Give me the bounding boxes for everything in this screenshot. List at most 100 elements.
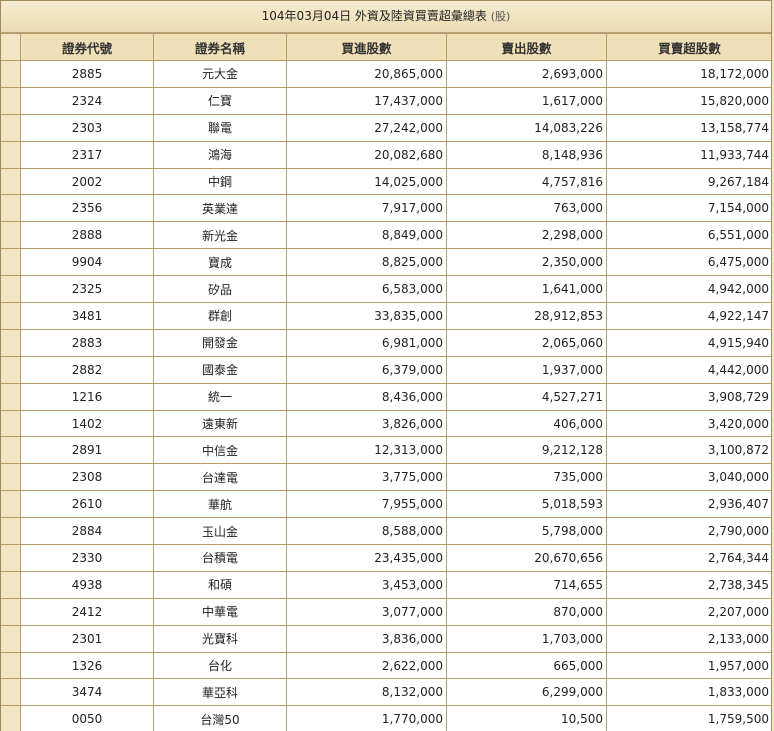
cell-buy: 8,588,000 [286, 517, 447, 546]
row-marker [1, 194, 21, 223]
cell-sell: 8,148,936 [446, 140, 607, 169]
cell-sell: 1,703,000 [446, 624, 607, 653]
cell-net: 3,420,000 [606, 409, 771, 438]
row-marker [1, 382, 21, 411]
cell-buy: 6,981,000 [286, 328, 447, 357]
row-marker [1, 328, 21, 357]
cell-code: 2882 [20, 355, 154, 384]
cell-code: 2324 [20, 86, 154, 115]
table-row: 3481 群創 33,835,000 28,912,853 4,922,147 [1, 302, 771, 330]
cell-net: 2,936,407 [606, 490, 771, 519]
cell-code: 3481 [20, 302, 154, 330]
cell-net: 2,207,000 [606, 597, 771, 626]
cell-name: 華航 [153, 490, 287, 519]
table-row: 2883 開發金 6,981,000 2,065,060 4,915,940 [1, 328, 771, 357]
cell-net: 3,100,872 [606, 436, 771, 465]
cell-name: 台達電 [153, 463, 287, 492]
cell-net: 2,738,345 [606, 570, 771, 599]
cell-net: 6,475,000 [606, 248, 771, 277]
cell-name: 光寶科 [153, 624, 287, 653]
cell-net: 18,172,000 [606, 60, 771, 88]
cell-code: 1402 [20, 409, 154, 438]
cell-net: 1,957,000 [606, 651, 771, 680]
cell-name: 英業達 [153, 194, 287, 223]
cell-buy: 20,082,680 [286, 140, 447, 169]
cell-buy: 6,379,000 [286, 355, 447, 384]
cell-code: 2301 [20, 624, 154, 653]
cell-name: 國泰金 [153, 355, 287, 384]
net-buy-sell-table: 證券代號 證券名稱 買進股數 賣出股數 買賣超股數 2885 元大金 20,865,… [1, 33, 771, 731]
cell-name: 群創 [153, 302, 287, 330]
cell-code: 2884 [20, 517, 154, 546]
table-row: 2891 中信金 12,313,000 9,212,128 3,100,872 [1, 436, 771, 465]
cell-net: 4,915,940 [606, 328, 771, 357]
cell-net: 4,442,000 [606, 355, 771, 384]
cell-buy: 3,453,000 [286, 570, 447, 599]
row-marker [1, 490, 21, 519]
cell-sell: 2,693,000 [446, 60, 607, 88]
row-marker-header [1, 33, 21, 61]
cell-buy: 3,826,000 [286, 409, 447, 438]
header-buy[interactable]: 買進股數 [286, 33, 447, 61]
cell-name: 統一 [153, 382, 287, 411]
cell-sell: 1,641,000 [446, 275, 607, 304]
row-marker [1, 221, 21, 250]
table-row: 2301 光寶科 3,836,000 1,703,000 2,133,000 [1, 624, 771, 653]
table-row: 1402 遠東新 3,826,000 406,000 3,420,000 [1, 409, 771, 438]
table-row: 3474 華亞科 8,132,000 6,299,000 1,833,000 [1, 678, 771, 707]
cell-name: 寶成 [153, 248, 287, 277]
cell-code: 2308 [20, 463, 154, 492]
cell-name: 台灣50 [153, 705, 287, 731]
header-name[interactable]: 證券名稱 [153, 33, 287, 61]
cell-name: 中華電 [153, 597, 287, 626]
cell-sell: 4,527,271 [446, 382, 607, 411]
table-row: 2330 台積電 23,435,000 20,670,656 2,764,344 [1, 544, 771, 572]
cell-name: 台化 [153, 651, 287, 680]
cell-name: 元大金 [153, 60, 287, 88]
row-marker [1, 651, 21, 680]
row-marker [1, 167, 21, 196]
header-sell[interactable]: 賣出股數 [446, 33, 607, 61]
cell-code: 2885 [20, 60, 154, 88]
cell-net: 7,154,000 [606, 194, 771, 223]
cell-code: 2303 [20, 113, 154, 142]
table-row: 1326 台化 2,622,000 665,000 1,957,000 [1, 651, 771, 680]
header-net[interactable]: 買賣超股數 [606, 33, 771, 61]
cell-buy: 17,437,000 [286, 86, 447, 115]
table-body: 2885 元大金 20,865,000 2,693,000 18,172,000 2324… [1, 60, 771, 731]
cell-sell: 735,000 [446, 463, 607, 492]
cell-buy: 27,242,000 [286, 113, 447, 142]
row-marker [1, 544, 21, 572]
cell-code: 2883 [20, 328, 154, 357]
cell-sell: 714,655 [446, 570, 607, 599]
row-marker [1, 624, 21, 653]
row-marker [1, 517, 21, 546]
cell-buy: 8,132,000 [286, 678, 447, 707]
cell-sell: 870,000 [446, 597, 607, 626]
cell-net: 9,267,184 [606, 167, 771, 196]
cell-sell: 28,912,853 [446, 302, 607, 330]
row-marker [1, 86, 21, 115]
table-row: 0050 台灣50 1,770,000 10,500 1,759,500 [1, 705, 771, 731]
cell-buy: 12,313,000 [286, 436, 447, 465]
table-row: 2412 中華電 3,077,000 870,000 2,207,000 [1, 597, 771, 626]
row-marker [1, 597, 21, 626]
cell-sell: 5,798,000 [446, 517, 607, 546]
cell-sell: 665,000 [446, 651, 607, 680]
cell-buy: 3,077,000 [286, 597, 447, 626]
header-code[interactable]: 證券代號 [20, 33, 154, 61]
cell-code: 1216 [20, 382, 154, 411]
table-row: 2002 中鋼 14,025,000 4,757,816 9,267,184 [1, 167, 771, 196]
row-marker [1, 302, 21, 330]
table-row: 2610 華航 7,955,000 5,018,593 2,936,407 [1, 490, 771, 519]
table-header-row: 證券代號 證券名稱 買進股數 賣出股數 買賣超股數 [1, 33, 771, 61]
table-row: 2317 鴻海 20,082,680 8,148,936 11,933,744 [1, 140, 771, 169]
cell-name: 開發金 [153, 328, 287, 357]
cell-buy: 8,849,000 [286, 221, 447, 250]
row-marker [1, 113, 21, 142]
cell-sell: 6,299,000 [446, 678, 607, 707]
cell-code: 4938 [20, 570, 154, 599]
cell-net: 4,922,147 [606, 302, 771, 330]
cell-code: 2330 [20, 544, 154, 572]
cell-name: 新光金 [153, 221, 287, 250]
